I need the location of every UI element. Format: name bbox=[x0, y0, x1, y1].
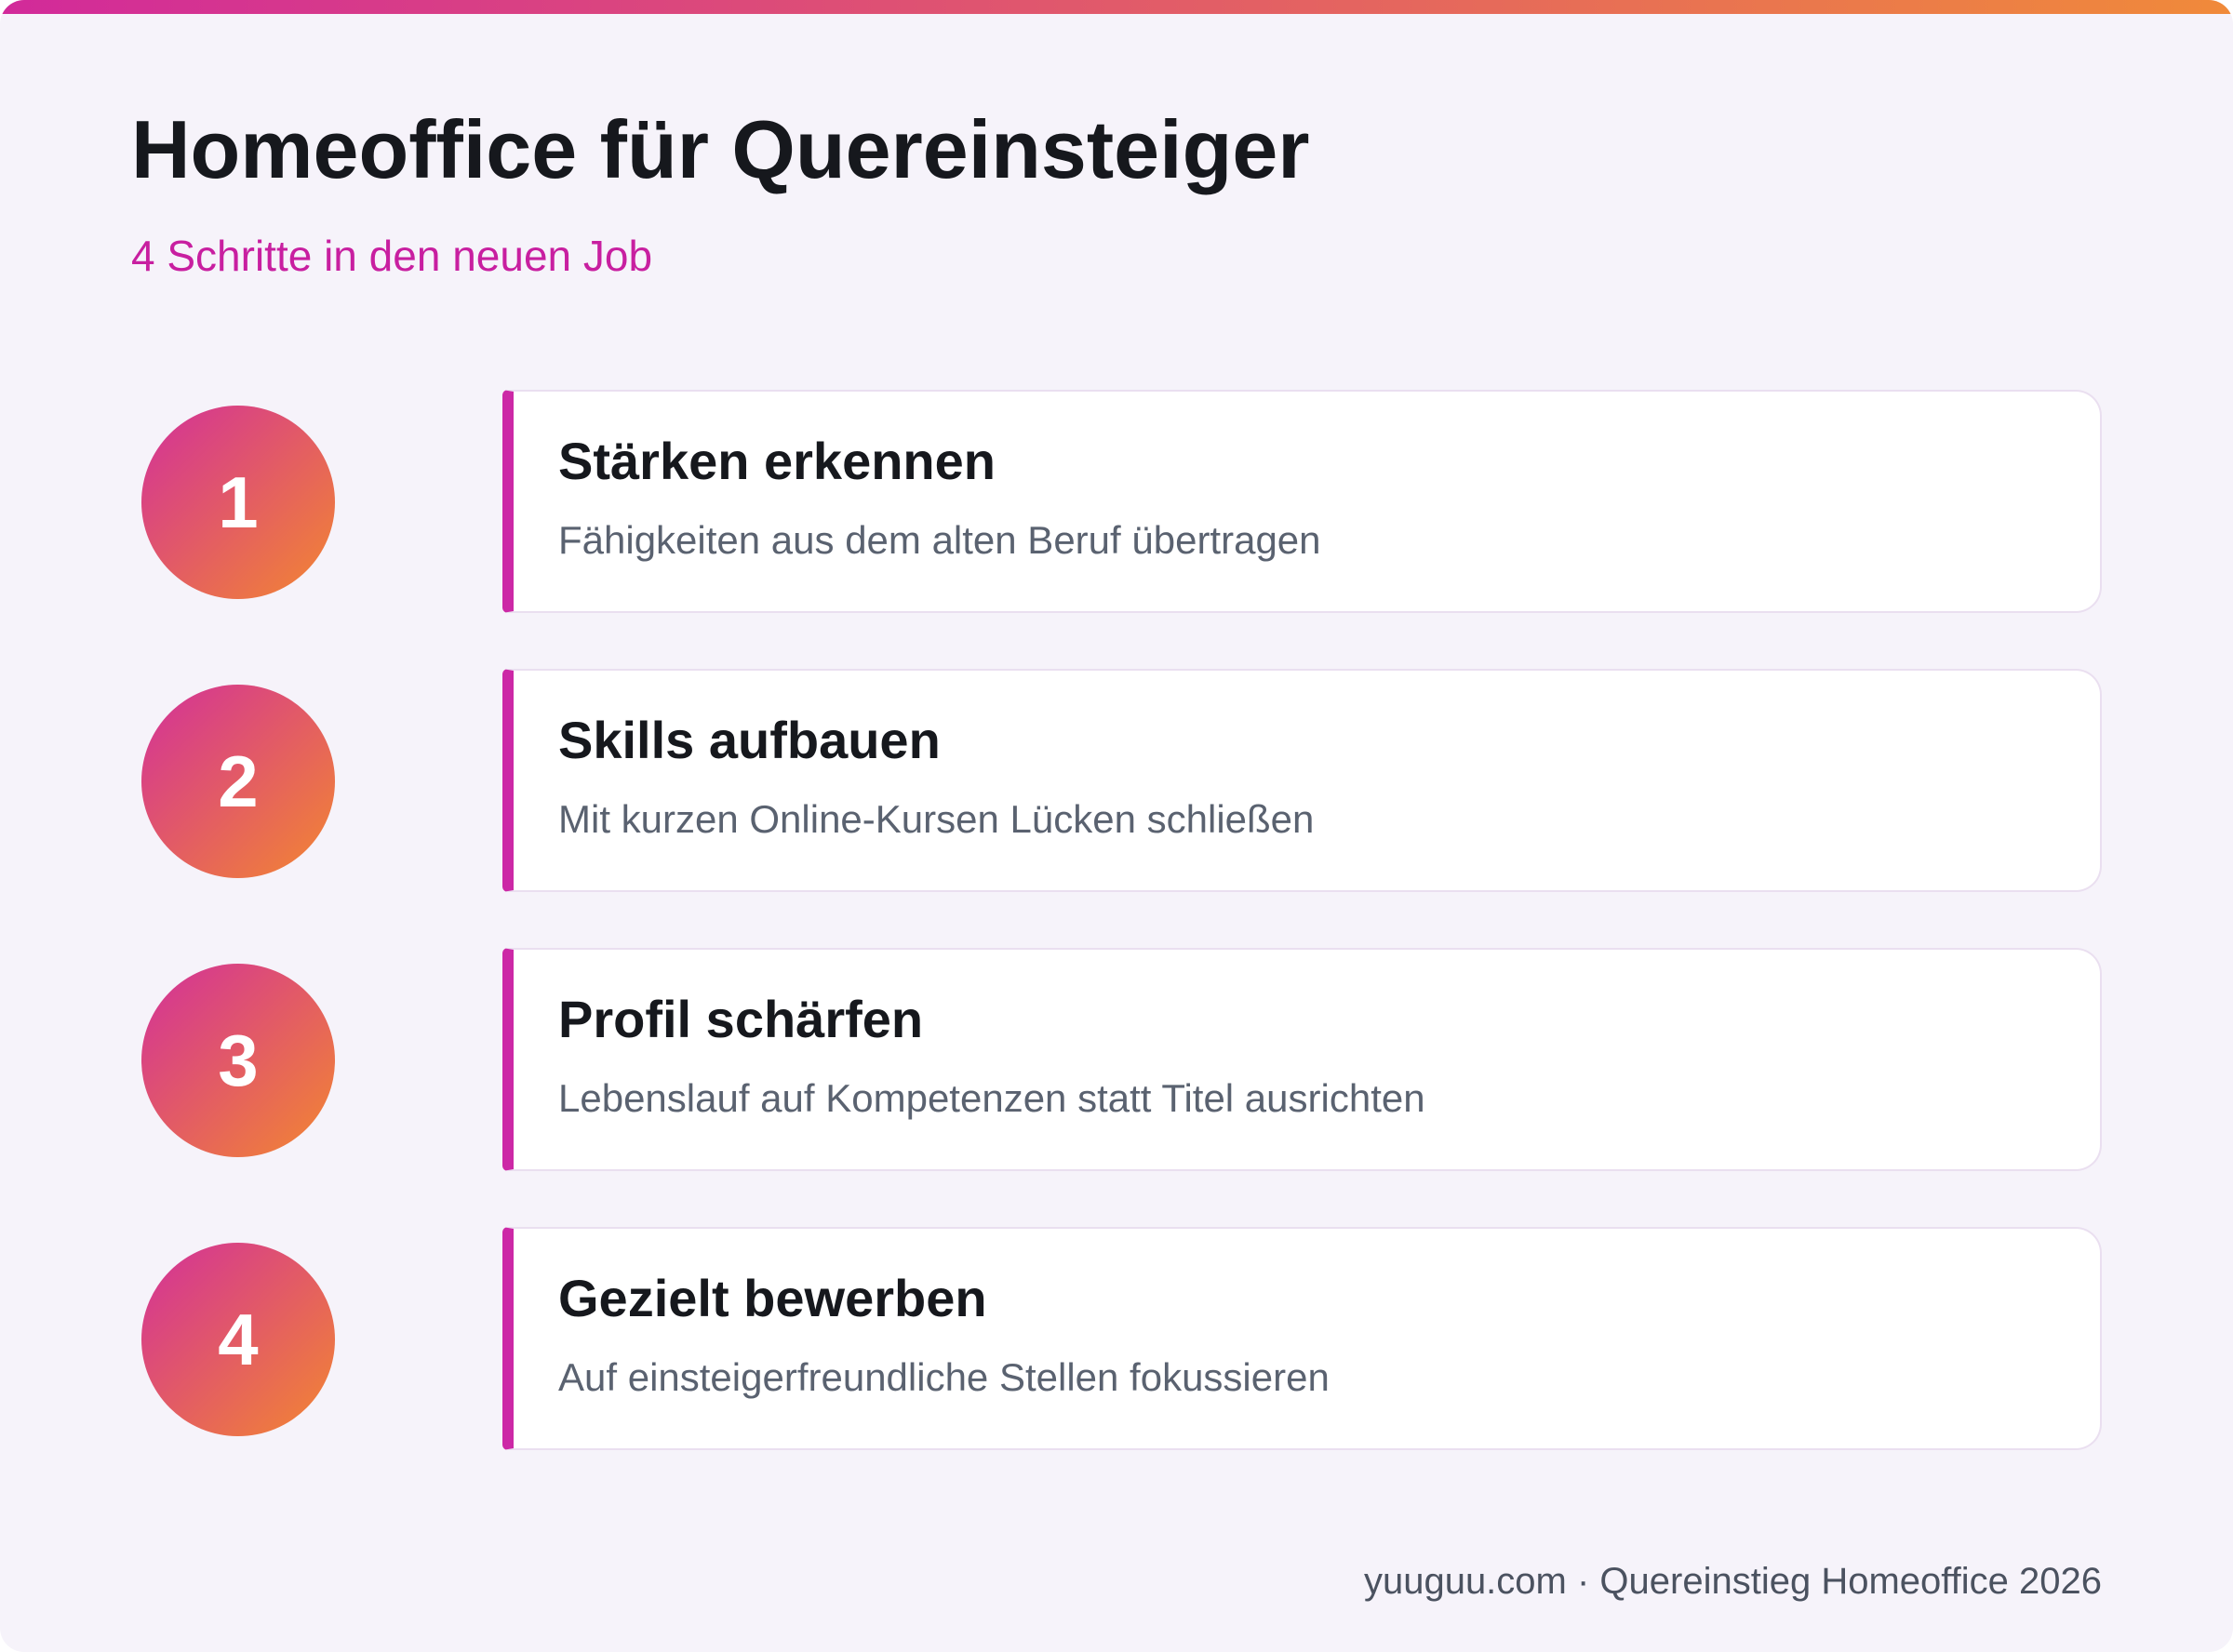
step-title: Skills aufbauen bbox=[558, 711, 941, 769]
step-title: Profil schärfen bbox=[558, 990, 924, 1048]
top-bar bbox=[0, 0, 2233, 14]
step-description: Fähigkeiten aus dem alten Beruf übertrag… bbox=[558, 518, 1321, 562]
step-number: 4 bbox=[141, 1243, 335, 1436]
subtitle: 4 Schritte in den neuen Job bbox=[131, 232, 653, 280]
step-description: Auf einsteigerfreundliche Stellen fokuss… bbox=[558, 1355, 1330, 1399]
step-number: 1 bbox=[141, 406, 335, 599]
step-title: Gezielt bewerben bbox=[558, 1269, 987, 1327]
step-title: Stärken erkennen bbox=[558, 432, 996, 490]
step-description: Mit kurzen Online-Kursen Lücken schließe… bbox=[558, 797, 1315, 841]
step-card: Gezielt bewerben Auf einsteigerfreundlich… bbox=[502, 1227, 2102, 1450]
step-card: Profil schärfen Lebenslauf auf Kompetenze… bbox=[502, 948, 2102, 1171]
step-description: Lebenslauf auf Kompetenzen statt Titel a… bbox=[558, 1076, 1425, 1120]
title: Homeoffice für Quereinsteiger bbox=[131, 103, 1310, 195]
step-card: Skills aufbauen Mit kurzen Online-Kursen … bbox=[502, 669, 2102, 892]
step-number: 3 bbox=[141, 964, 335, 1157]
footer: yuuguu.com · Quereinstieg Homeoffice 202… bbox=[1363, 1561, 2102, 1602]
step-card: Stärken erkennen Fähigkeiten aus dem alte… bbox=[502, 390, 2102, 613]
step-number: 2 bbox=[141, 685, 335, 878]
